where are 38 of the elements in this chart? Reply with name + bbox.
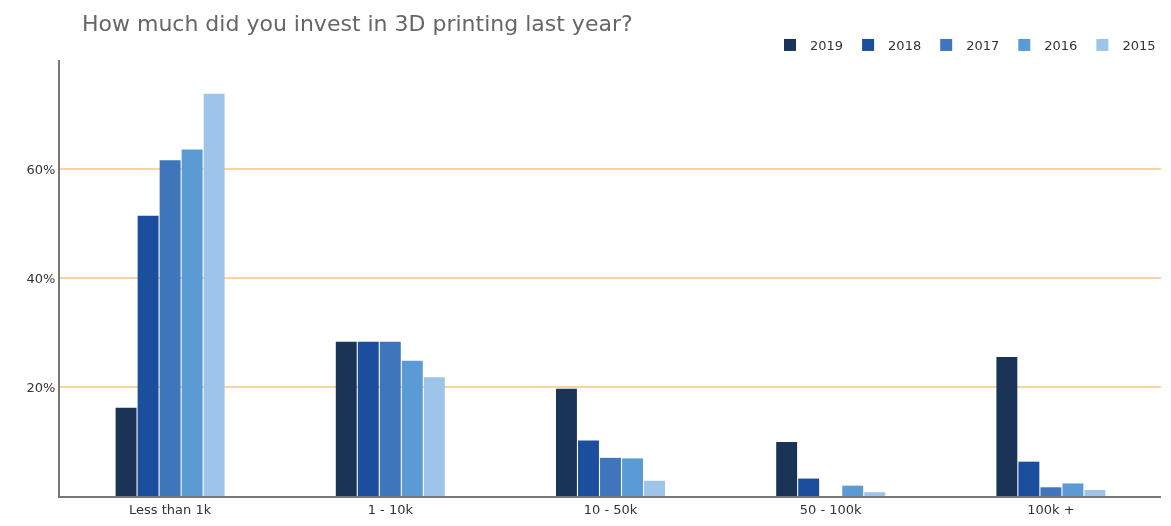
chart-title: How much did you invest in 3D printing last year? xyxy=(81,11,633,37)
bar xyxy=(1062,483,1084,496)
legend-label: 2016 xyxy=(1044,38,1078,54)
x-tick-label: 100k + xyxy=(1027,501,1075,517)
x-tick-label: 1 - 10k xyxy=(367,501,414,517)
legend-label: 2017 xyxy=(966,38,1000,54)
bar xyxy=(842,485,864,496)
bar xyxy=(115,407,137,496)
bar xyxy=(798,478,820,496)
bar xyxy=(379,341,401,496)
bar xyxy=(864,492,886,496)
bar xyxy=(600,457,621,496)
bar xyxy=(423,377,445,496)
x-tick-label: 10 - 50k xyxy=(583,501,638,517)
bar xyxy=(357,341,379,496)
bar xyxy=(1040,487,1062,496)
y-tick-label: 40% xyxy=(26,270,56,286)
bar xyxy=(1018,461,1040,496)
bar xyxy=(578,440,599,496)
bar xyxy=(203,93,225,496)
bar xyxy=(622,458,643,496)
bar xyxy=(401,360,423,496)
bar xyxy=(776,442,798,496)
legend-label: 2018 xyxy=(888,38,922,54)
legend-label: 2015 xyxy=(1122,38,1156,54)
bar xyxy=(556,388,577,496)
bar xyxy=(181,149,203,496)
y-tick-label: 20% xyxy=(26,379,56,395)
x-tick-label: 50 - 100k xyxy=(799,501,863,517)
bar xyxy=(335,341,357,496)
bar xyxy=(159,160,181,496)
bar xyxy=(137,215,159,496)
bar xyxy=(644,480,665,496)
y-tick-label: 60% xyxy=(26,161,56,177)
bar xyxy=(1084,490,1106,496)
bar xyxy=(996,357,1018,496)
x-tick-label: Less than 1k xyxy=(129,501,212,517)
legend-label: 2019 xyxy=(810,38,844,54)
